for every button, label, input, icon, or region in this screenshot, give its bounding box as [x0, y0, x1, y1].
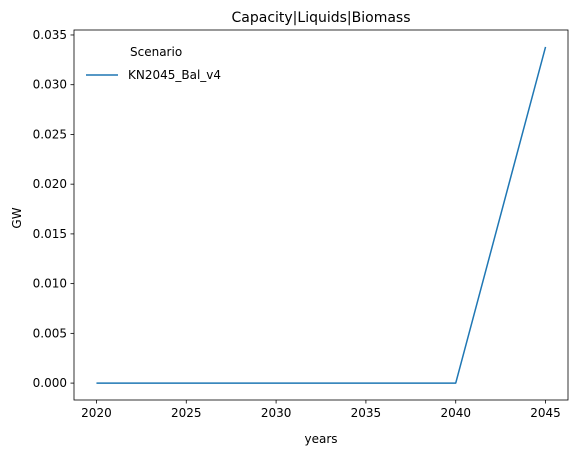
- y-tick-label: 0.015: [33, 227, 67, 241]
- x-axis-label: years: [304, 432, 337, 446]
- plot-area: 2020 2025 2030 2035 2040 2045 0.000 0.005 0.010 0…: [33, 28, 569, 420]
- x-tick-label: 2035: [351, 406, 382, 420]
- y-tick-label: 0.020: [33, 177, 67, 191]
- x-tick-label: 2020: [81, 406, 112, 420]
- y-tick-label: 0.030: [33, 78, 67, 92]
- x-tick-label: 2040: [440, 406, 471, 420]
- y-tick-label: 0.035: [33, 28, 67, 42]
- series-line-0: [96, 46, 547, 384]
- chart-title: Capacity|Liquids|Biomass: [232, 10, 411, 26]
- legend-title: Scenario: [130, 45, 182, 59]
- y-tick-label: 0.005: [33, 326, 67, 340]
- y-axis-label: GW: [10, 207, 24, 228]
- y-tick-label: 0.025: [33, 127, 67, 141]
- x-tick-label: 2045: [530, 406, 561, 420]
- legend: Scenario KN2045_Bal_v4: [86, 45, 221, 82]
- x-tick-label: 2025: [171, 406, 202, 420]
- x-tick-label: 2030: [261, 406, 292, 420]
- y-tick-label: 0.000: [33, 376, 67, 390]
- axes-frame: [73, 29, 569, 401]
- legend-entry: KN2045_Bal_v4: [128, 68, 221, 82]
- y-tick-label: 0.010: [33, 277, 67, 291]
